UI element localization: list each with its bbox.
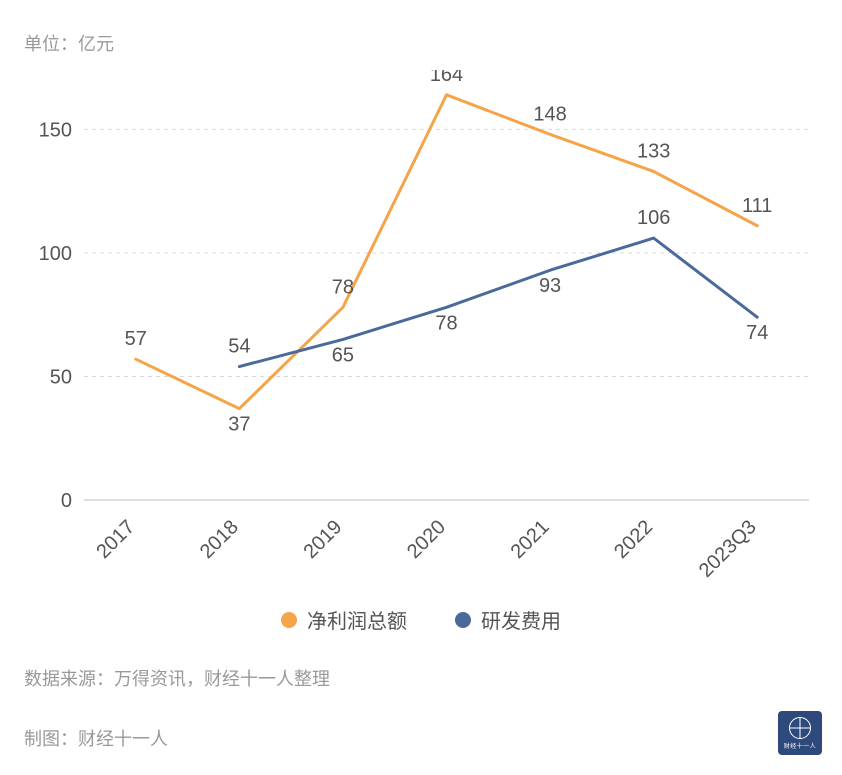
svg-text:2019: 2019	[299, 516, 346, 563]
svg-text:2017: 2017	[92, 516, 139, 563]
svg-text:106: 106	[637, 207, 670, 229]
chart-container: 单位：亿元 0 50 100 150 57 37 78 164 148 133 111 54 65 78 9…	[0, 0, 842, 775]
chart-area: 0 50 100 150 57 37 78 164 148 133 111 54 65 78 93 106 74…	[24, 70, 819, 590]
globe-icon	[789, 717, 811, 739]
line-chart: 0 50 100 150 57 37 78 164 148 133 111 54 65 78 93 106 74…	[24, 70, 819, 590]
svg-text:2021: 2021	[507, 516, 554, 563]
svg-text:148: 148	[533, 103, 566, 125]
svg-text:100: 100	[39, 243, 72, 265]
legend-item-rd_expense: 研发费用	[455, 605, 561, 634]
publisher-logo: 财经十一人	[778, 711, 822, 755]
svg-text:74: 74	[746, 322, 768, 344]
legend: 净利润总额 研发费用	[0, 605, 842, 634]
svg-text:2022: 2022	[610, 516, 657, 563]
svg-text:37: 37	[228, 414, 250, 436]
svg-text:93: 93	[539, 275, 561, 297]
svg-text:2020: 2020	[403, 516, 450, 563]
svg-text:0: 0	[61, 490, 72, 512]
svg-text:65: 65	[332, 344, 354, 366]
svg-text:57: 57	[125, 328, 147, 350]
svg-text:164: 164	[430, 70, 463, 86]
data-source: 数据来源：万得资讯，财经十一人整理	[24, 665, 330, 691]
legend-item-net_profit: 净利润总额	[281, 605, 407, 634]
svg-text:111: 111	[742, 195, 772, 217]
svg-text:78: 78	[435, 312, 457, 334]
chart-credit: 制图：财经十一人	[24, 725, 168, 751]
svg-text:150: 150	[39, 119, 72, 141]
svg-text:2018: 2018	[196, 516, 243, 563]
svg-text:54: 54	[228, 336, 250, 358]
svg-text:50: 50	[50, 366, 72, 388]
legend-label: 净利润总额	[307, 605, 407, 634]
logo-text: 财经十一人	[784, 741, 817, 750]
svg-text:78: 78	[332, 276, 354, 298]
unit-label: 单位：亿元	[24, 30, 114, 56]
legend-label: 研发费用	[481, 605, 561, 634]
svg-text:133: 133	[637, 140, 670, 162]
legend-marker-icon	[455, 612, 471, 628]
legend-marker-icon	[281, 612, 297, 628]
svg-text:2023Q3: 2023Q3	[695, 516, 761, 582]
